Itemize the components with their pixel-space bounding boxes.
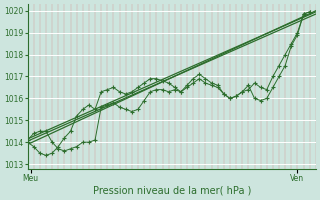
X-axis label: Pression niveau de la mer( hPa ): Pression niveau de la mer( hPa ) (92, 186, 251, 196)
